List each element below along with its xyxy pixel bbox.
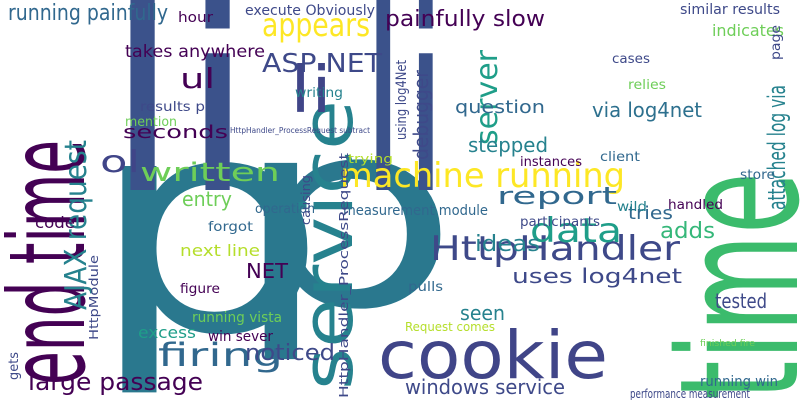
word: question bbox=[455, 97, 545, 118]
word: win sever bbox=[208, 329, 273, 345]
word: forgot bbox=[208, 220, 253, 235]
word: server bbox=[470, 49, 505, 145]
word: gets bbox=[7, 352, 22, 380]
word: takes anywhere bbox=[125, 42, 265, 62]
word: Request comes bbox=[405, 320, 495, 334]
word: indicates bbox=[712, 21, 784, 40]
word: instances bbox=[520, 155, 582, 170]
word: appears bbox=[262, 6, 370, 44]
word: code bbox=[35, 213, 75, 232]
word: li bbox=[290, 54, 332, 128]
word: running win bbox=[700, 374, 778, 390]
word: machine running bbox=[340, 156, 625, 196]
word: finished fire bbox=[700, 339, 755, 349]
word: next line bbox=[180, 241, 260, 260]
word: running vista bbox=[192, 310, 282, 326]
word: end time bbox=[0, 140, 109, 385]
word: trying bbox=[348, 152, 393, 166]
word: operation bbox=[255, 202, 315, 217]
word: firing bbox=[158, 336, 283, 374]
word: tested bbox=[715, 289, 767, 313]
word: excess bbox=[138, 323, 196, 342]
word: HttpModule bbox=[87, 255, 101, 340]
word: p bbox=[88, 52, 328, 400]
word: client bbox=[600, 150, 640, 165]
word: ideas bbox=[475, 232, 540, 257]
word: uses log4net bbox=[512, 264, 682, 288]
word: page bbox=[769, 25, 784, 60]
word: attached log via bbox=[763, 85, 791, 210]
word: writing bbox=[295, 86, 343, 101]
word: cases bbox=[612, 52, 650, 67]
word: li bbox=[362, 0, 447, 249]
word: stepped bbox=[468, 133, 548, 157]
word: measurement module bbox=[343, 203, 488, 219]
word: wild bbox=[617, 200, 647, 215]
word: large passage bbox=[28, 368, 203, 396]
word: causing bbox=[299, 175, 313, 225]
word: hour bbox=[178, 10, 213, 26]
word: debugger bbox=[409, 69, 433, 160]
word: results p bbox=[140, 100, 205, 115]
word: service bbox=[287, 100, 369, 390]
word: handled bbox=[668, 198, 723, 213]
word: p bbox=[232, 65, 460, 367]
word: data bbox=[530, 211, 622, 251]
word: seconds bbox=[123, 122, 228, 143]
word: mention bbox=[125, 115, 177, 130]
word: ol bbox=[100, 145, 140, 180]
word: AJAX request bbox=[59, 140, 94, 310]
word: time bbox=[644, 172, 800, 400]
word: seen bbox=[460, 301, 505, 325]
word: HttpHandler_ProcessRequest bbox=[337, 153, 351, 398]
word: via log4net bbox=[592, 98, 702, 122]
word: ASP NET bbox=[262, 49, 382, 79]
word: store bbox=[740, 168, 775, 183]
word: NET bbox=[246, 259, 289, 283]
word: figure bbox=[180, 282, 220, 297]
word: pulls bbox=[408, 280, 443, 295]
word: written bbox=[140, 158, 280, 188]
word: execute Obviously bbox=[245, 3, 375, 19]
word: noticed bbox=[245, 341, 335, 366]
word: entry bbox=[182, 187, 232, 211]
word: report bbox=[497, 182, 617, 210]
word: HttpHandler_ProcessRequest subtract bbox=[230, 126, 370, 135]
word: windows service bbox=[405, 375, 565, 399]
word: cookie bbox=[378, 317, 608, 394]
word: participants bbox=[520, 215, 600, 230]
word: performance measurement bbox=[630, 387, 750, 400]
word: HttpHandler bbox=[430, 229, 680, 269]
word: painfully slow bbox=[385, 7, 545, 32]
word: similar results bbox=[680, 2, 780, 18]
word: li bbox=[105, 0, 255, 249]
word: adds bbox=[660, 219, 715, 244]
word: tries bbox=[628, 203, 673, 224]
word: ul bbox=[180, 62, 215, 95]
word: relies bbox=[628, 78, 666, 93]
word: running painfully bbox=[8, 1, 168, 26]
word: using log4Net bbox=[394, 60, 410, 140]
